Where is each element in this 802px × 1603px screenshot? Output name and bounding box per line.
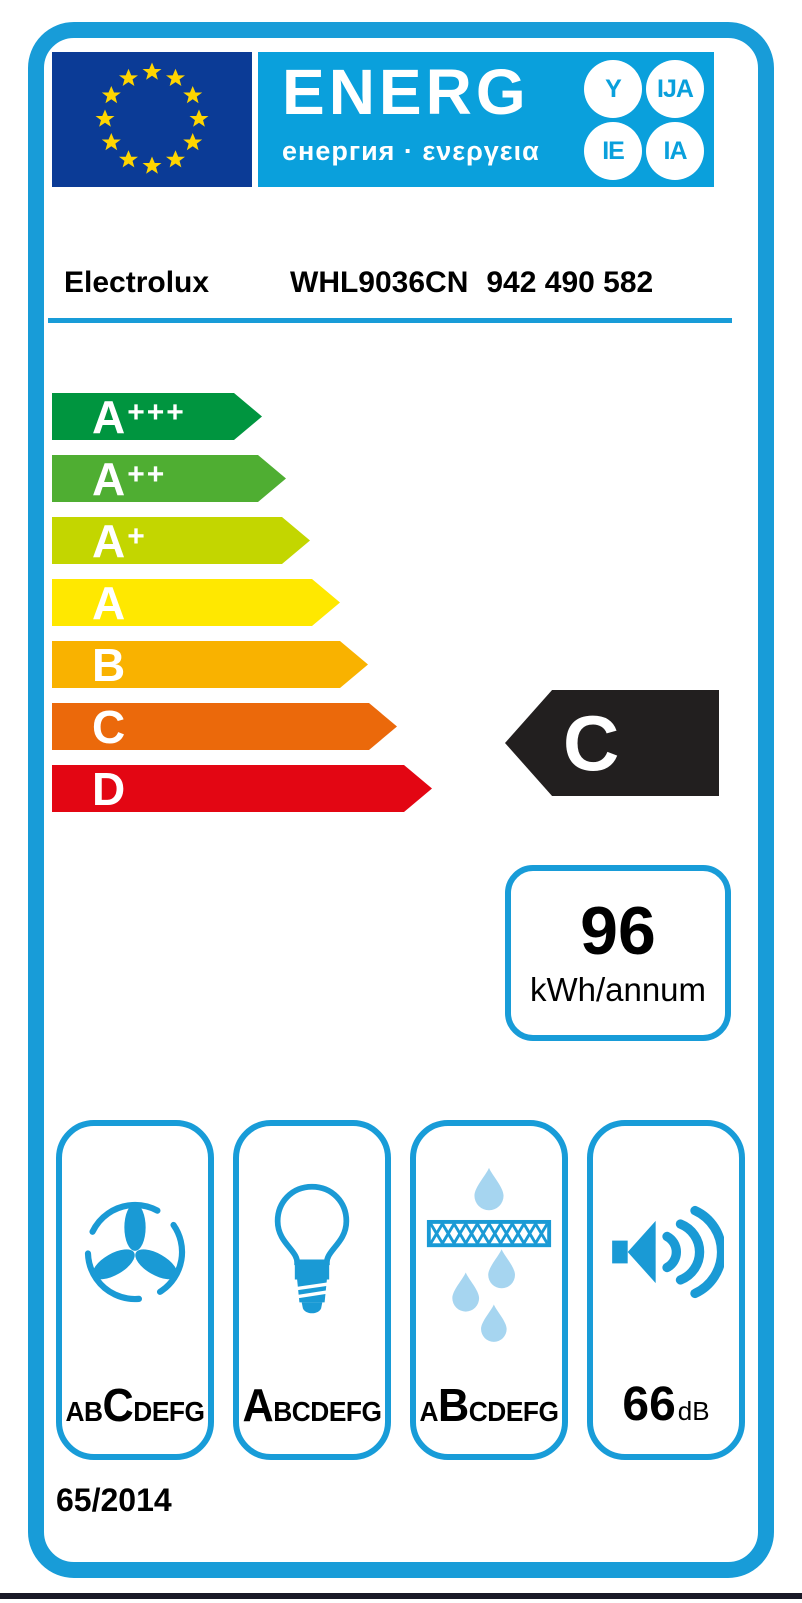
rating-bar-grade: B <box>92 638 126 691</box>
fan-grades-before: AB <box>65 1396 103 1427</box>
noise-unit: dB <box>677 1396 710 1426</box>
energ-title: ENERG <box>282 56 530 128</box>
rating-bar-grade: A <box>92 452 126 505</box>
energy-label-frame: ENERG енергия · ενεργεια Y IJA IE IA Ele… <box>28 22 774 1578</box>
grease-grade-scale: A B CDEFG <box>419 1378 559 1432</box>
noise-value: 66 <box>622 1378 676 1431</box>
current-rating-arrow: C <box>505 690 719 796</box>
rating-bar-suffix: ++ <box>127 457 167 491</box>
grease-filter-box: A B CDEFG <box>410 1120 568 1460</box>
rating-bar-c: C <box>52 703 397 750</box>
suffix-circle-ie: IE <box>584 122 642 180</box>
brand-name: Electrolux <box>64 266 210 299</box>
light-bulb-icon <box>266 1126 358 1378</box>
grease-grades-after: CDEFG <box>468 1396 559 1427</box>
model-row: WHL9036CN 942 490 582 <box>290 266 653 300</box>
lighting-grade: A <box>242 1379 274 1431</box>
rating-bar-b: B <box>52 641 368 688</box>
regulation-reference: 65/2014 <box>56 1482 172 1518</box>
rating-bar-grade: C <box>92 700 126 753</box>
grease-filter-icon <box>424 1126 554 1378</box>
rating-bar-grade: A <box>92 514 126 567</box>
suffix-circle-y: Y <box>584 60 642 118</box>
rating-bar-grade: A <box>92 576 126 629</box>
lighting-grade-scale: A BCDEFG <box>242 1378 382 1432</box>
current-rating-grade: C <box>563 699 620 787</box>
rating-bar-suffix: +++ <box>127 395 186 429</box>
grease-grades-before: A <box>419 1396 439 1427</box>
rating-bar-a: A <box>52 579 340 626</box>
rating-bar-a-plus-plus: A ++ <box>52 455 286 502</box>
rating-bar-grade: A <box>92 390 126 443</box>
page-bottom-edge <box>0 1593 802 1599</box>
rating-bar-grade: D <box>92 762 126 815</box>
eu-flag-icon <box>52 52 252 187</box>
energ-subtitle: енергия · ενεργεια <box>282 136 540 166</box>
rating-bar-a-plus: A + <box>52 517 310 564</box>
lighting-efficiency-box: A BCDEFG <box>233 1120 391 1460</box>
metric-boxes: AB C DEFG <box>56 1120 745 1460</box>
energ-banner: ENERG енергия · ενεργεια Y IJA IE IA <box>258 52 714 187</box>
annual-energy-box: 96 kWh/annum <box>505 865 731 1041</box>
fan-grade: C <box>102 1379 134 1431</box>
lighting-grades-after: BCDEFG <box>273 1396 382 1427</box>
rating-bar-a-plus-plus-plus: A +++ <box>52 393 262 440</box>
fan-grades-after: DEFG <box>133 1396 205 1427</box>
suffix-circle-ia: IA <box>646 122 704 180</box>
rating-bar-suffix: + <box>127 519 147 553</box>
noise-level-box: 66 dB <box>587 1120 745 1460</box>
header-separator-line <box>48 318 732 323</box>
energy-rating-scale: A +++ A ++ A + A B C D <box>52 393 432 827</box>
annual-energy-unit: kWh/annum <box>529 971 707 1008</box>
noise-value-line: 66 dB <box>622 1377 709 1432</box>
energy-label-content: ENERG енергия · ενεργεια Y IJA IE IA Ele… <box>44 38 758 1562</box>
speaker-sound-icon <box>608 1126 724 1377</box>
grease-grade: B <box>438 1379 469 1431</box>
fan-efficiency-box: AB C DEFG <box>56 1120 214 1460</box>
language-suffix-circles: Y IJA IE IA <box>584 60 704 180</box>
rating-bar-d: D <box>52 765 432 812</box>
fan-icon <box>79 1126 191 1378</box>
model-number: WHL9036CN <box>290 266 469 299</box>
product-number: 942 490 582 <box>486 266 654 299</box>
annual-energy-value: 96 <box>580 893 656 969</box>
fan-grade-scale: AB C DEFG <box>65 1378 205 1432</box>
suffix-circle-ija: IJA <box>646 60 704 118</box>
